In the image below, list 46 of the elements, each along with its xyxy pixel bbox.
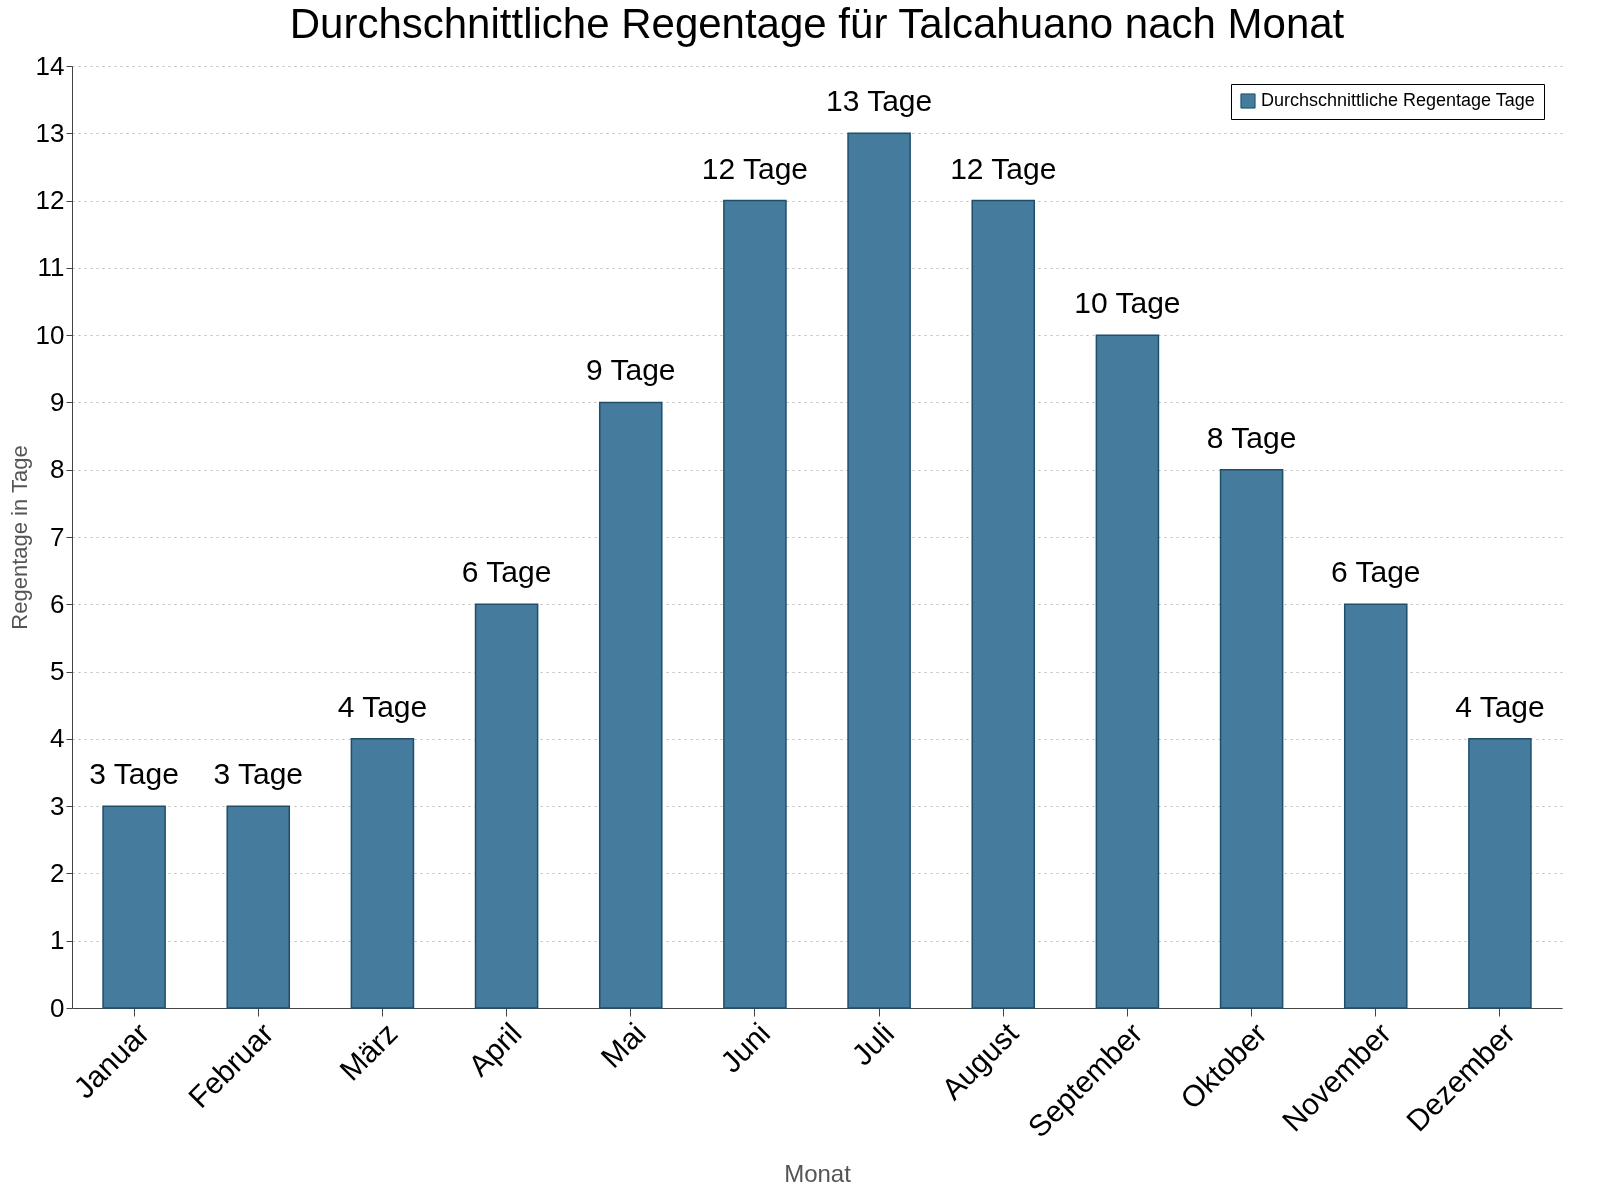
bar [350,738,415,1009]
y-tick-label: 1 [50,925,65,956]
y-tick-label: 9 [50,386,65,417]
y-tick-label: 10 [35,319,65,350]
data-label: 13 Tage [825,84,933,118]
bar [847,132,911,1009]
bar [1468,738,1532,1009]
y-tick-label: 8 [50,454,65,485]
data-label: 12 Tage [950,151,1057,185]
y-tick-label: 11 [37,252,65,283]
data-label: 12 Tage [701,151,809,185]
x-tick-label: Juli [845,1016,901,1072]
bar [226,805,291,1009]
data-label: 9 Tage [585,353,676,387]
bar [1343,603,1408,1009]
data-label: 10 Tage [1074,286,1181,320]
bar [1219,468,1284,1009]
bar [102,805,166,1009]
chart-title: Durchschnittliche Regentage für Talcahuano nach Monat [289,0,1345,47]
bar [474,603,539,1009]
y-tick-label: 13 [35,117,65,148]
bar [1095,334,1160,1009]
x-tick-label: Mai [594,1016,652,1074]
data-label: 4 Tage [1455,689,1545,723]
data-label: 6 Tage [461,555,552,589]
x-axis-title: Monat [784,1160,852,1188]
y-tick-label: 2 [50,857,65,888]
y-tick-label: 0 [50,992,65,1023]
x-tick-label: Juni [713,1016,777,1079]
legend-label: Durchschnittliche Regentage Tage [1261,90,1535,110]
y-tick-label: 14 [35,50,65,81]
bar [598,401,663,1009]
data-label: 3 Tage [89,757,179,791]
y-tick-label: 4 [50,723,65,754]
y-tick-label: 3 [50,790,65,821]
data-label: 6 Tage [1330,555,1421,589]
bar [723,199,787,1009]
bar [971,199,1036,1009]
y-axis-title: Regentage in Tage [6,445,32,630]
y-tick-label: 6 [50,588,65,619]
y-tick-label: 5 [50,656,65,687]
y-tick-label: 12 [35,185,65,216]
y-tick-label: 7 [50,521,65,552]
data-label: 8 Tage [1206,420,1297,454]
data-label: 3 Tage [213,757,304,791]
data-label: 4 Tage [337,689,428,723]
